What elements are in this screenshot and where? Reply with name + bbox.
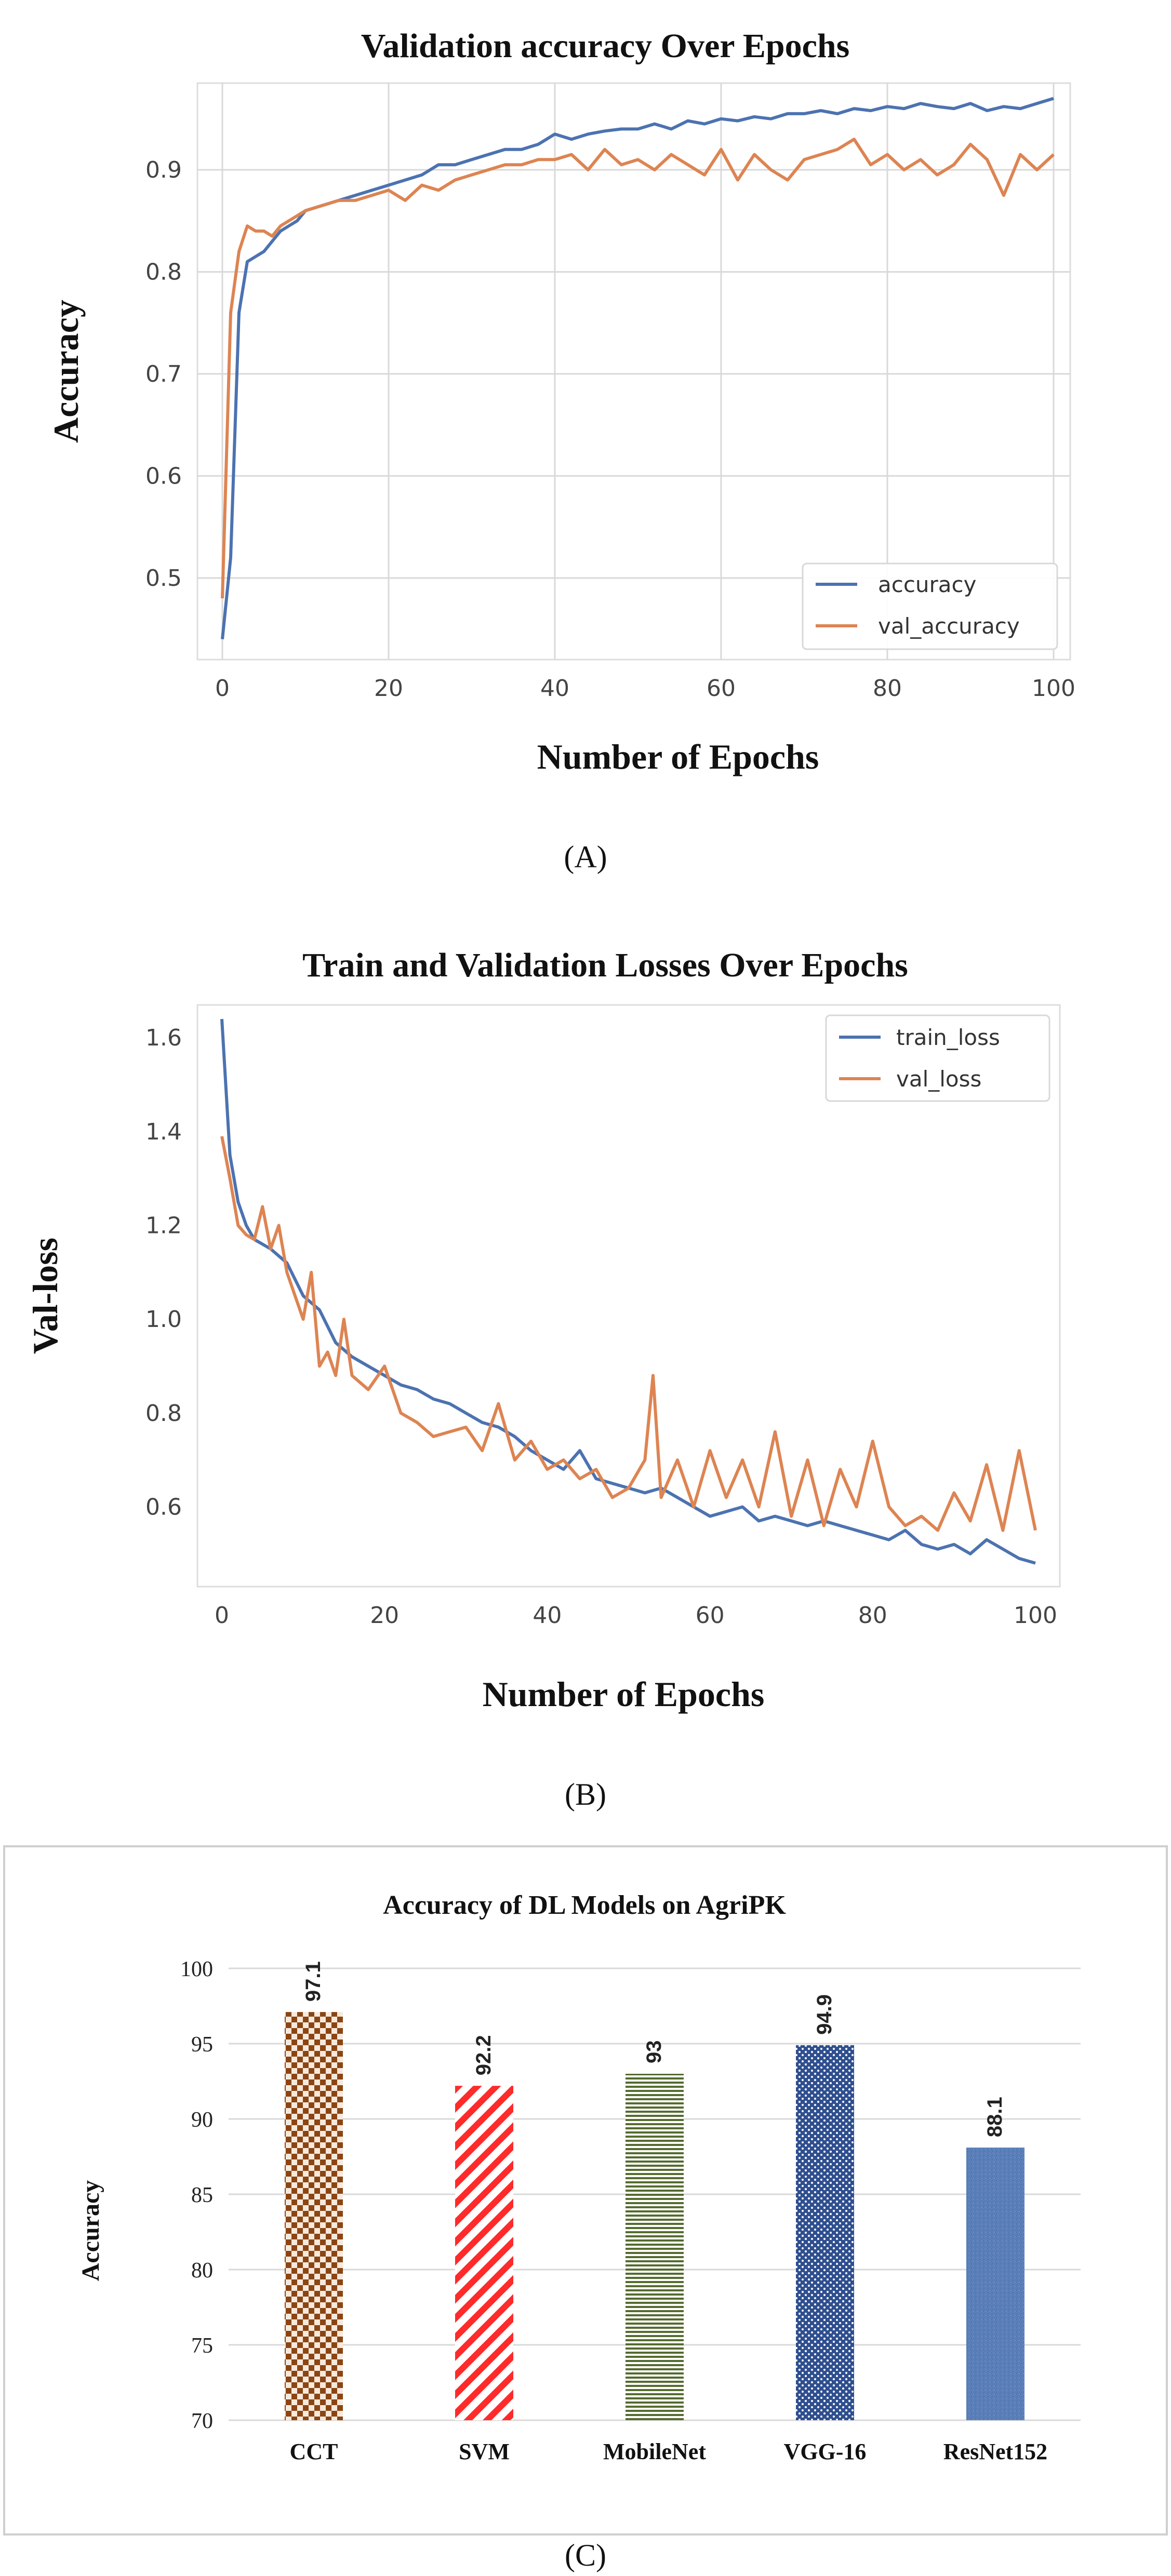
- y-tick-label: 0.8: [145, 1400, 182, 1427]
- y-tick-label: 95: [191, 2033, 213, 2057]
- x-tick-label: 0: [215, 1602, 229, 1629]
- x-tick-label: 60: [696, 1602, 725, 1629]
- chart-c-y-ticks: 70 75 80 85 90 95 100: [180, 1957, 213, 2433]
- y-tick-label: 0.7: [145, 361, 182, 387]
- series-line-accuracy: [221, 97, 1054, 640]
- category-label: ResNet152: [943, 2439, 1047, 2464]
- legend-label-val-accuracy: val_accuracy: [878, 613, 1020, 639]
- x-tick-label: 20: [370, 1602, 399, 1629]
- x-tick-label: 80: [873, 675, 902, 702]
- chart-a-lines: [221, 97, 1055, 640]
- bar-mobilenet: [626, 2074, 684, 2420]
- series-line-val-accuracy: [221, 138, 1055, 599]
- category-label: CCT: [290, 2439, 338, 2464]
- bar-cct: [285, 2012, 343, 2420]
- y-tick-label: 70: [191, 2409, 213, 2433]
- x-tick-label: 80: [858, 1602, 887, 1629]
- y-tick-label: 85: [191, 2183, 213, 2207]
- x-tick-label: 100: [1032, 675, 1075, 702]
- chart-b-x-axis-label: Number of Epochs: [483, 1674, 765, 1714]
- x-tick-label: 0: [215, 675, 230, 702]
- accuracy-chart: Validation accuracy Over Epochs 0.50.60.…: [46, 27, 1075, 874]
- chart-a-legend-box: [802, 562, 1058, 650]
- y-tick-label: 1.2: [145, 1213, 182, 1239]
- series-line-val-loss: [220, 1136, 1037, 1532]
- y-tick-label: 100: [180, 1957, 213, 1981]
- chart-a-title: Validation accuracy Over Epochs: [361, 27, 850, 65]
- category-label: SVM: [459, 2439, 510, 2464]
- y-tick-label: 0.6: [145, 1494, 182, 1520]
- chart-a-legend: accuracy val_accuracy: [802, 562, 1058, 650]
- chart-b-legend: train_loss val_loss: [825, 1014, 1050, 1102]
- category-label: VGG-16: [784, 2439, 867, 2464]
- bar-value-label: 94.9: [813, 1994, 836, 2035]
- y-tick-label: 80: [191, 2259, 213, 2283]
- x-tick-label: 40: [540, 675, 569, 702]
- y-tick-label: 0.9: [145, 157, 182, 183]
- category-label: MobileNet: [603, 2439, 706, 2464]
- chart-a-x-ticks: 0 20 40 60 80 100: [215, 675, 1075, 702]
- chart-a-x-axis-label: Number of Epochs: [537, 737, 819, 776]
- legend-label-train-loss: train_loss: [896, 1025, 1000, 1050]
- panel-label-c: (C): [565, 2538, 606, 2572]
- chart-c-category-labels: CCT SVM MobileNet VGG-16 ResNet152: [290, 2439, 1048, 2464]
- x-tick-label: 40: [533, 1602, 562, 1629]
- panel-label-b: (B): [565, 1777, 606, 1812]
- chart-b-x-ticks: 0 20 40 60 80 100: [215, 1602, 1057, 1629]
- bar-value-label: 88.1: [983, 2097, 1006, 2137]
- bar-svm: [455, 2086, 513, 2420]
- chart-c-title: Accuracy of DL Models on AgriPK: [383, 1890, 786, 1920]
- y-tick-label: 1.4: [145, 1119, 182, 1145]
- chart-b-title: Train and Validation Losses Over Epochs: [302, 946, 908, 984]
- bar-value-label: 97.1: [302, 1961, 325, 2002]
- bar-value-label: 93: [643, 2041, 666, 2064]
- y-tick-label: 75: [191, 2334, 213, 2358]
- legend-label-val-loss: val_loss: [896, 1066, 981, 1092]
- x-tick-label: 60: [707, 675, 736, 702]
- legend-label-accuracy: accuracy: [878, 572, 977, 597]
- chart-b-lines: [220, 1018, 1037, 1565]
- bar-vgg-16: [796, 2045, 854, 2420]
- y-tick-label: 0.8: [145, 259, 182, 285]
- chart-a-y-axis-label: Accuracy: [46, 300, 86, 443]
- chart-b-legend-box: [825, 1014, 1050, 1102]
- x-tick-label: 20: [374, 675, 403, 702]
- chart-b-y-axis-label: Val-loss: [25, 1238, 65, 1354]
- chart-a-y-ticks: 0.5 0.6 0.7 0.8 0.9: [145, 157, 182, 592]
- loss-chart: Train and Validation Losses Over Epochs …: [25, 946, 1061, 1812]
- bar-chart: Accuracy of DL Models on AgriPK 70 75 80 85…: [3, 1845, 1168, 2572]
- y-tick-label: 1.6: [145, 1025, 182, 1051]
- chart-c-y-axis-label: Accuracy: [77, 2180, 104, 2282]
- x-tick-label: 100: [1014, 1602, 1057, 1629]
- chart-c-bars: 97.1 92.2 93 94.9 88.1: [285, 1961, 1024, 2420]
- y-tick-label: 0.6: [145, 463, 182, 489]
- chart-b-y-ticks: 0.6 0.8 1.0 1.2 1.4 1.6: [145, 1025, 182, 1520]
- y-tick-label: 0.5: [145, 565, 182, 592]
- panel-label-a: (A): [564, 840, 607, 874]
- y-tick-label: 90: [191, 2108, 213, 2132]
- bar-resnet152: [966, 2148, 1024, 2420]
- y-tick-label: 1.0: [145, 1306, 182, 1333]
- bar-value-label: 92.2: [472, 2035, 495, 2075]
